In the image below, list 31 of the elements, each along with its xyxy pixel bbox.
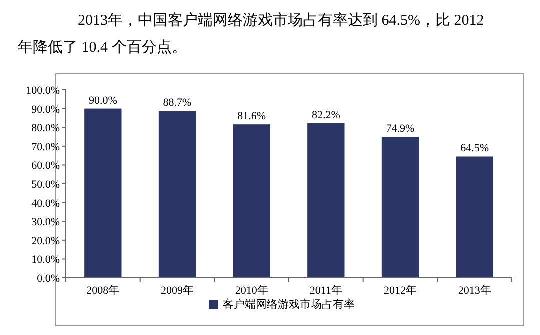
x-tick-label: 2012年	[384, 285, 417, 297]
y-tick-label: 80.0%	[32, 122, 60, 135]
bar	[233, 124, 270, 278]
y-tick-label: 10.0%	[32, 254, 60, 266]
chart-title: 2013年，中国客户端网络游戏市场占有率达到 64.5%，比 2012 年降低了 10.4 个百分点。	[17, 11, 486, 58]
x-tick-label: 2013年	[458, 285, 492, 297]
y-tick-label: 20.0%	[32, 235, 60, 248]
data-label: 90.0%	[88, 94, 118, 107]
legend-label: 客户端网络游戏市场占有率	[223, 298, 355, 311]
y-tick-label: 40.0%	[32, 198, 60, 210]
y-tick-label: 50.0%	[32, 179, 60, 191]
y-tick-label: 70.0%	[32, 141, 60, 154]
bar	[456, 156, 494, 278]
x-tick-label: 2010年	[235, 285, 268, 297]
y-tick-label: 90.0%	[32, 104, 60, 116]
y-tick-label: 30.0%	[32, 216, 60, 229]
x-tick-label: 2009年	[161, 285, 194, 297]
bar	[308, 123, 345, 278]
data-label: 81.6%	[238, 110, 266, 123]
data-label: 82.2%	[312, 109, 340, 122]
bar	[382, 137, 420, 278]
bar	[84, 108, 122, 278]
data-label: 74.9%	[386, 123, 415, 136]
data-label: 88.7%	[163, 97, 192, 110]
y-tick-label: 100.0%	[26, 85, 60, 97]
data-label: 64.5%	[460, 142, 490, 155]
x-tick-label: 2008年	[86, 285, 120, 297]
bar	[158, 111, 196, 278]
x-tick-label: 2011年	[310, 285, 342, 297]
y-tick-label: 60.0%	[32, 160, 60, 172]
y-tick-label: 0.0%	[37, 273, 60, 285]
